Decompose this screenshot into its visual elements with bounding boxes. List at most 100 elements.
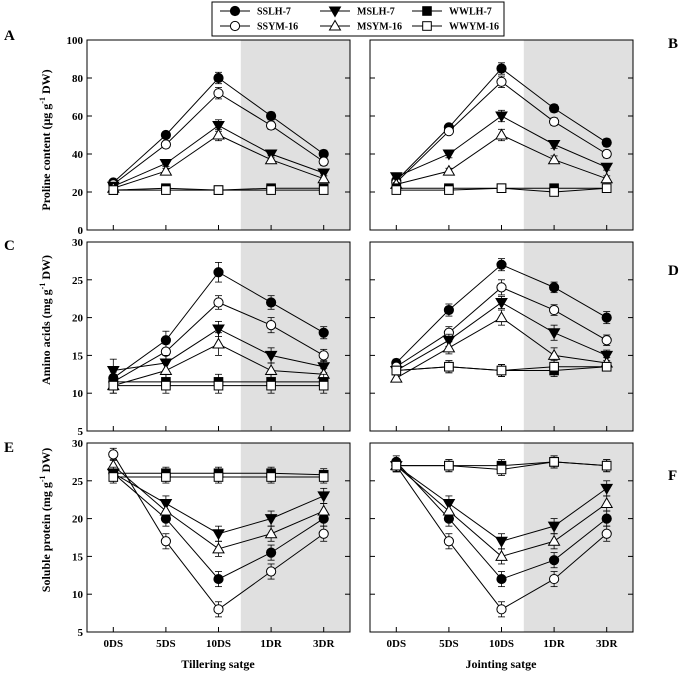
series-ssym-16 <box>108 447 329 618</box>
data-point-wwym-16-3dr <box>318 472 329 482</box>
series-wwym-16 <box>108 377 329 394</box>
legend-marker-wwlh-7 <box>422 6 432 16</box>
data-point-wwym-16-3dr <box>601 460 612 471</box>
data-point-wwym-16-5ds <box>161 380 171 391</box>
data-point-wwym-16-0ds <box>391 365 402 376</box>
data-point-wwym-16-0ds <box>391 460 402 471</box>
series-mslh-7 <box>106 320 331 383</box>
y-tick-label: 20 <box>72 313 84 325</box>
data-point-mslh-7-10ds <box>495 297 508 309</box>
data-point-sslh-7-5ds <box>443 304 454 316</box>
data-point-wwym-16-10ds <box>213 380 224 391</box>
series-sslh-7 <box>391 455 612 588</box>
data-point-sslh-7-3dr <box>318 327 329 338</box>
series-ssym-16 <box>108 87 329 190</box>
legend-label-sslh-7: SSLH-7 <box>257 7 291 18</box>
data-point-mslh-7-1dr <box>264 350 278 362</box>
data-point-ssym-16-5ds <box>160 346 171 357</box>
data-point-mslh-7-1dr <box>547 140 561 151</box>
panel-B: B <box>369 36 678 231</box>
data-point-mslh-7-3dr <box>317 491 331 503</box>
data-point-sslh-7-3dr <box>601 137 612 148</box>
data-point-msym-16-10ds <box>212 128 225 140</box>
panel-A: 0 20 40 60 80 100 A <box>4 28 351 237</box>
data-point-ssym-16-10ds <box>213 88 224 99</box>
data-point-msym-16-1dr <box>264 153 278 165</box>
data-point-msym-16-5ds <box>442 164 456 176</box>
data-point-ssym-16-3dr <box>601 148 612 160</box>
series-wwym-16 <box>108 185 329 195</box>
data-point-mslh-7-10ds <box>212 121 225 132</box>
y-tick-label: 10 <box>72 589 84 601</box>
data-point-mslh-7-1dr <box>264 514 278 526</box>
x-tick-label-0ds: 0DS <box>104 638 124 650</box>
data-point-mslh-7-10ds <box>212 324 225 336</box>
data-point-msym-16-10ds <box>495 128 508 140</box>
panel-letter-D: D <box>668 263 679 279</box>
data-point-wwym-16-10ds <box>213 472 224 482</box>
data-point-ssym-16-3dr <box>601 528 612 539</box>
data-point-mslh-7-5ds <box>442 335 456 347</box>
data-point-msym-16-5ds <box>442 341 456 353</box>
data-point-msym-16-1dr <box>264 527 278 539</box>
data-point-ssym-16-10ds <box>496 76 507 87</box>
data-point-msym-16-0ds <box>389 371 403 383</box>
data-point-sslh-7-3dr <box>601 513 612 524</box>
data-point-msym-16-5ds <box>159 164 173 176</box>
axis-titles: Tillering satge Jointing satge Proline c… <box>38 69 537 671</box>
data-point-ssym-16-10ds <box>213 297 224 308</box>
data-point-msym-16-5ds <box>442 504 456 516</box>
data-point-sslh-7-1dr <box>549 282 560 293</box>
series-sslh-7 <box>108 466 329 588</box>
data-point-wwym-16-0ds <box>108 380 119 391</box>
data-point-sslh-7-1dr <box>266 297 277 308</box>
data-point-msym-16-10ds <box>212 337 225 349</box>
data-point-msym-16-10ds <box>212 542 225 554</box>
data-point-wwym-16-1dr <box>549 187 559 197</box>
data-point-wwym-16-1dr <box>549 457 559 467</box>
data-point-wwym-16-0ds <box>108 185 119 195</box>
data-point-sslh-7-1dr <box>549 103 560 114</box>
data-point-wwym-16-5ds <box>444 460 454 471</box>
x-tick-label-0ds: 0DS <box>387 638 407 650</box>
data-point-ssym-16-3dr <box>318 528 329 539</box>
legend-marker-ssym-16 <box>229 20 241 32</box>
x-tick-label-3dr: 3DR <box>313 638 335 650</box>
y-title-proline: Proline content (μg g-1 DW) <box>38 69 53 210</box>
shaded-recovery-region <box>240 40 350 230</box>
x-tick-label-10ds: 10DS <box>206 638 231 650</box>
data-point-mslh-7-10ds <box>212 529 225 541</box>
panel-D: D <box>369 241 679 432</box>
y-tick-label: 25 <box>72 275 84 287</box>
y-tick-label: 30 <box>72 438 84 450</box>
data-point-ssym-16-5ds <box>160 139 171 150</box>
x-tick-label-5ds: 5DS <box>156 638 176 650</box>
data-point-ssym-16-5ds <box>443 126 454 137</box>
y-tick-label: 25 <box>72 476 84 488</box>
data-point-msym-16-1dr <box>547 534 561 546</box>
data-point-sslh-7-5ds <box>160 129 171 141</box>
panel-E: 5 10 15 20 25 30 0DS 5DS 10DS 1DR 3DR E <box>4 438 351 650</box>
data-point-wwym-16-0ds <box>108 472 119 482</box>
data-point-mslh-7-1dr <box>547 521 561 533</box>
x-title-left: Tillering satge <box>181 657 255 671</box>
data-point-msym-16-1dr <box>547 348 561 360</box>
data-point-wwym-16-10ds <box>496 183 507 193</box>
data-point-ssym-16-5ds <box>443 536 454 547</box>
data-point-sslh-7-5ds <box>160 335 171 346</box>
y-tick-label: 20 <box>72 187 84 199</box>
panel-letter-E: E <box>4 440 14 456</box>
data-point-wwym-16-0ds <box>391 185 402 195</box>
data-point-ssym-16-3dr <box>318 156 329 167</box>
data-point-ssym-16-1dr <box>549 116 560 127</box>
data-point-wwym-16-10ds <box>213 185 224 195</box>
data-point-sslh-7-10ds <box>213 267 224 278</box>
data-point-mslh-7-10ds <box>495 111 508 123</box>
y-tick-label: 40 <box>72 149 84 161</box>
data-point-sslh-7-1dr <box>266 547 277 558</box>
panel-C: 5 10 15 20 25 30 C <box>4 237 351 438</box>
data-point-ssym-16-1dr <box>266 320 277 331</box>
y-tick-label: 10 <box>72 388 84 400</box>
shaded-recovery-region <box>240 242 350 431</box>
data-point-sslh-7-10ds <box>213 573 224 585</box>
